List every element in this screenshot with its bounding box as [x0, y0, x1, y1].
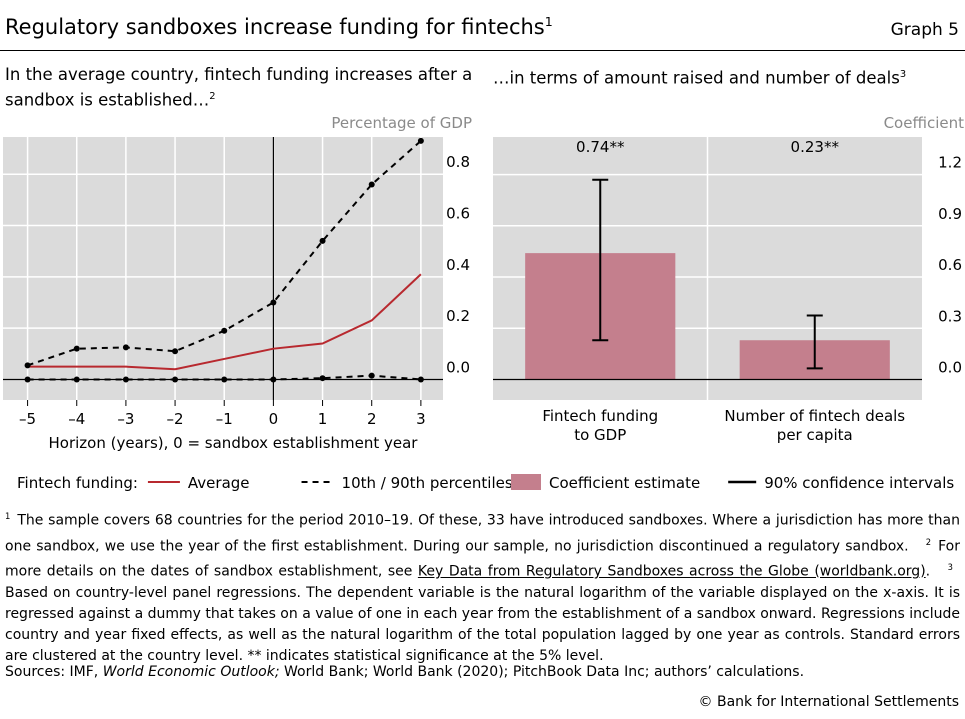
data-label: 0.74** — [576, 138, 625, 156]
legend-title: Fintech funding: — [17, 474, 138, 492]
footnote-text: For more details on the dates of sandbox… — [5, 538, 960, 580]
y-tick-label: 0.3 — [938, 307, 962, 325]
footnote-text: . — [925, 563, 931, 580]
point — [319, 375, 326, 382]
point — [417, 137, 424, 144]
x-tick-label: –5 — [19, 410, 36, 428]
y-tick-label: 0.9 — [938, 205, 962, 223]
x-tick-label-line: Number of fintech deals — [724, 407, 905, 425]
point — [172, 376, 179, 383]
x-tick-label: 0 — [269, 410, 279, 428]
y-axis-label: Coefficient — [884, 114, 965, 132]
footnote-text: The sample covers 68 countries for the p… — [5, 512, 960, 555]
point — [24, 376, 31, 383]
plot-background — [3, 137, 443, 400]
data-label: 0.23** — [791, 138, 840, 156]
point — [417, 376, 424, 383]
footnote-text: Based on country-level panel regressions… — [5, 584, 960, 664]
x-tick-label-line: per capita — [777, 426, 853, 444]
point — [270, 299, 277, 306]
legend-label: Average — [188, 474, 250, 492]
point — [73, 345, 80, 352]
x-tick-label: 1 — [318, 410, 328, 428]
y-tick-label: 0.2 — [446, 307, 470, 325]
page-title: Regulatory sandboxes increase funding fo… — [5, 14, 553, 39]
panel-title-sup: 2 — [209, 91, 216, 102]
y-tick-label: 1.2 — [938, 154, 962, 172]
legend-label: Coefficient estimate — [549, 474, 700, 492]
panel-title: …in terms of amount raised and number of… — [493, 64, 963, 90]
title-text: Regulatory sandboxes increase funding fo… — [5, 15, 545, 39]
sources-text: World Bank; World Bank (2020); PitchBook… — [279, 664, 805, 680]
panel-title-text: In the average country, fintech funding … — [5, 65, 473, 110]
point — [172, 348, 179, 355]
x-tick-label: 2 — [367, 410, 377, 428]
point — [24, 362, 31, 369]
x-tick-label: Fintech funding to GDP — [542, 407, 658, 444]
x-tick-label: –1 — [216, 410, 233, 428]
point — [270, 376, 277, 383]
y-tick-label: 0.6 — [446, 205, 470, 223]
footnotes: 1 The sample covers 68 countries for the… — [5, 506, 960, 667]
x-axis-label: Horizon (years), 0 = sandbox establishme… — [49, 434, 419, 452]
footnote-marker: 3 — [947, 562, 953, 573]
sources-italic: World Economic Outlook; — [102, 664, 280, 680]
point — [122, 344, 129, 351]
y-axis-label: Percentage of GDP — [331, 114, 472, 132]
point — [73, 376, 80, 383]
footnote-link: Key Data from Regulatory Sandboxes acros… — [417, 563, 926, 580]
panel-title: In the average country, fintech funding … — [5, 64, 495, 112]
x-tick-label-line: to GDP — [574, 426, 626, 444]
panel-title-sup: 3 — [899, 69, 907, 80]
point — [221, 376, 228, 383]
point — [122, 376, 129, 383]
footnote-space — [953, 564, 960, 580]
title-sup: 1 — [544, 14, 553, 29]
panel-title-text: …in terms of amount raised and number of… — [493, 68, 900, 88]
x-tick-label: –4 — [68, 410, 85, 428]
graph-label: Graph 5 — [890, 20, 959, 40]
x-tick-label: –3 — [117, 410, 134, 428]
legend-label: 10th / 90th percentiles — [342, 474, 513, 492]
x-tick-label: Number of fintech deals per capita — [724, 407, 905, 444]
point — [368, 181, 375, 188]
x-tick-label-line: Fintech funding — [542, 407, 658, 425]
x-tick-label: 3 — [416, 410, 426, 428]
sources-text: Sources: IMF, — [5, 664, 103, 680]
y-tick-label: 0.0 — [446, 358, 470, 376]
sources: Sources: IMF, World Economic Outlook; Wo… — [5, 664, 804, 680]
footnote-marker: 1 — [5, 511, 11, 521]
legend-label: 90% confidence intervals — [764, 474, 954, 492]
header-rule — [0, 50, 965, 51]
x-tick-label: –2 — [167, 410, 184, 428]
y-tick-label: 0.6 — [938, 256, 962, 274]
point — [368, 372, 375, 379]
series-line — [27, 273, 422, 371]
legend-swatch — [511, 474, 541, 490]
copyright: © Bank for International Settlements — [698, 694, 959, 710]
y-tick-label: 0.4 — [446, 256, 470, 274]
point — [221, 327, 228, 334]
footnote-marker: 2 — [925, 536, 932, 547]
y-tick-label: 0.8 — [446, 153, 470, 171]
y-tick-label: 0.0 — [938, 359, 962, 377]
point — [319, 237, 326, 244]
